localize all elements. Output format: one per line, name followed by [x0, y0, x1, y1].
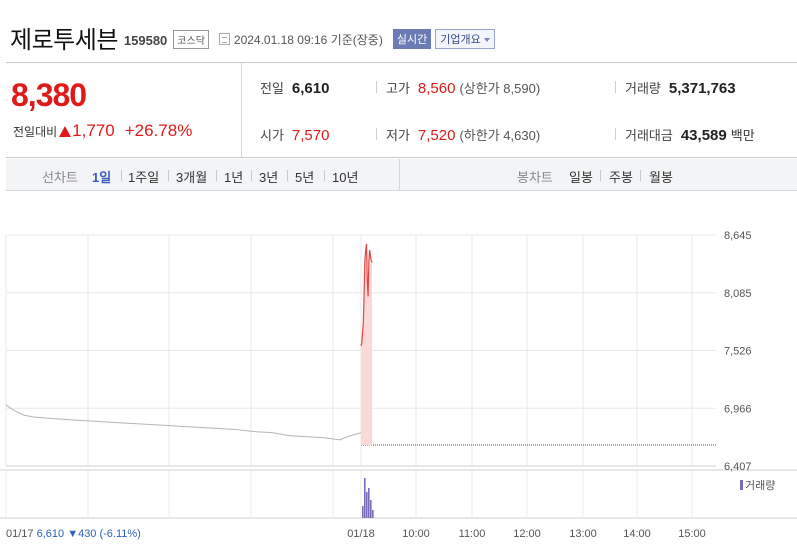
candle-chart-label: 봉차트: [517, 170, 553, 185]
x-tick-label: 15:00: [678, 528, 706, 540]
market-badge: 코스닥: [173, 29, 209, 49]
y-tick-label: 7,526: [724, 346, 752, 358]
volume-bar: [362, 506, 364, 518]
tab-3year[interactable]: 3년: [259, 170, 279, 185]
tab-10year[interactable]: 10년: [332, 170, 359, 185]
x-tick-label: 14:00: [623, 528, 651, 540]
tab-1day[interactable]: 1일: [92, 170, 112, 185]
change-percent: +26.78%: [124, 121, 193, 140]
document-icon: [218, 33, 230, 45]
prev-day-line: [5, 404, 362, 441]
stock-name: 제로투세븐: [10, 25, 118, 54]
y-tick-label: 8,085: [724, 288, 752, 300]
volume-bar: [364, 478, 366, 518]
tab-daily[interactable]: 일봉: [569, 170, 593, 185]
tab-1week[interactable]: 1주일: [128, 170, 160, 185]
tab-1year[interactable]: 1년: [224, 170, 244, 185]
chart-tab-bar: 선차트 1일 1주일 3개월 1년 3년 5년 10년 봉차트 일봉 주봉 월봉: [6, 159, 797, 191]
realtime-button[interactable]: 실시간: [392, 29, 432, 49]
volume-bar: [366, 492, 368, 518]
open-cell: 시가 7,570: [260, 127, 330, 144]
volume-legend-swatch: [740, 480, 743, 490]
quote-datetime: 2024.01.18 09:16 기준(장중): [233, 32, 383, 47]
today-area: [361, 243, 372, 446]
up-triangle-icon: [59, 125, 72, 137]
line-chart-label: 선차트: [42, 170, 78, 185]
change-value: 1,770: [72, 121, 115, 140]
company-overview-button[interactable]: 기업개요: [435, 29, 495, 49]
low-cell: 저가 7,520 (하한가 4,630): [386, 127, 541, 144]
high-cell: 고가 8,560 (상한가 8,590): [386, 80, 541, 97]
price-chart: 8,645 8,085 7,526 6,966 6,407 거래량 01/18 10:00 11…: [0, 230, 797, 540]
tab-3month[interactable]: 3개월: [176, 170, 208, 185]
volume-bar: [370, 500, 372, 518]
current-price: 8,380: [11, 77, 87, 113]
x-tick-label: 11:00: [459, 528, 486, 540]
y-tick-label: 8,645: [724, 230, 752, 242]
tab-5year[interactable]: 5년: [295, 170, 315, 185]
prev-day-summary: 01/17 6,610 ▼430 (-6.11%): [6, 528, 141, 540]
prev-close-cell: 전일 6,610: [260, 80, 330, 97]
stock-header: 제로투세븐 159580 코스닥 2024.01.18 09:16 기준(장중)…: [10, 20, 495, 54]
x-tick-label: 01/18: [347, 528, 375, 540]
quote-panel: 8,380 전일대비 1,770 +26.78% 전일 6,610 시가 7,570…: [6, 62, 797, 158]
price-panel: 8,380 전일대비 1,770 +26.78%: [6, 63, 242, 157]
x-tick-label: 13:00: [569, 528, 597, 540]
price-change: 전일대비 1,770 +26.78%: [13, 121, 192, 141]
chevron-down-icon: [483, 38, 490, 43]
x-tick-label: 12:00: [513, 528, 541, 540]
today-line: [360, 243, 373, 347]
amount-cell: 거래대금 43,589 백만: [625, 127, 755, 144]
volume-legend-label: 거래량: [745, 479, 775, 492]
x-tick-label: 10:00: [402, 528, 430, 540]
volume-bar: [372, 510, 374, 518]
volume-cell: 거래량 5,371,763: [625, 80, 736, 97]
volume-bar: [368, 488, 370, 518]
y-tick-label: 6,407: [724, 461, 752, 473]
tab-monthly[interactable]: 월봉: [649, 170, 673, 185]
tab-weekly[interactable]: 주봉: [609, 170, 633, 185]
change-label: 전일대비: [13, 124, 58, 139]
y-tick-label: 6,966: [724, 403, 752, 415]
stock-code: 159580: [123, 32, 168, 48]
